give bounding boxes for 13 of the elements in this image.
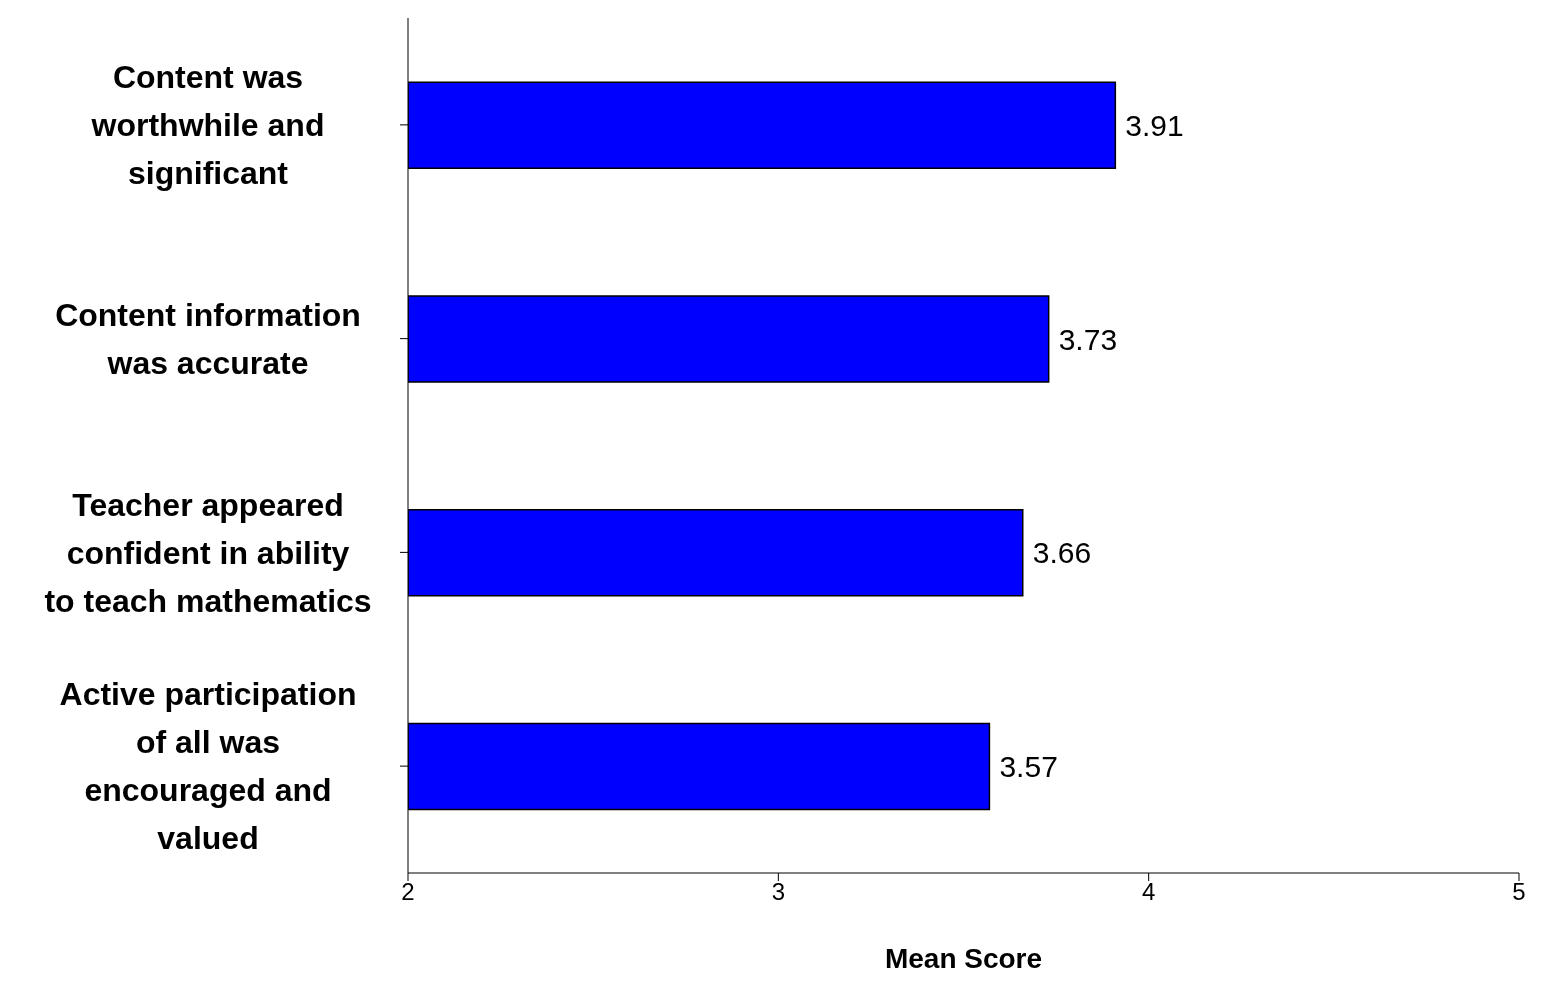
- x-axis-title: Mean Score: [884, 943, 1043, 974]
- y-tick-label: Active participation of all was encouraged and valued: [59, 676, 357, 857]
- x-tick-label: 3: [771, 878, 786, 906]
- x-tick-label: 5: [1512, 878, 1526, 906]
- data-label: 3.57: [999, 750, 1058, 784]
- data-label: 3.66: [1032, 536, 1092, 570]
- y-tick-label: Content information was accurate: [55, 296, 361, 381]
- y-tick-label: Teacher appeared confident in ability to teach mathematics: [44, 486, 372, 619]
- x-tick-label: 4: [1141, 878, 1156, 906]
- data-label: 3.73: [1058, 322, 1118, 356]
- x-tick-label: 2: [401, 878, 415, 906]
- data-label: 3.91: [1125, 108, 1184, 142]
- y-tick-label: Content was worthwhile and significant: [90, 59, 325, 192]
